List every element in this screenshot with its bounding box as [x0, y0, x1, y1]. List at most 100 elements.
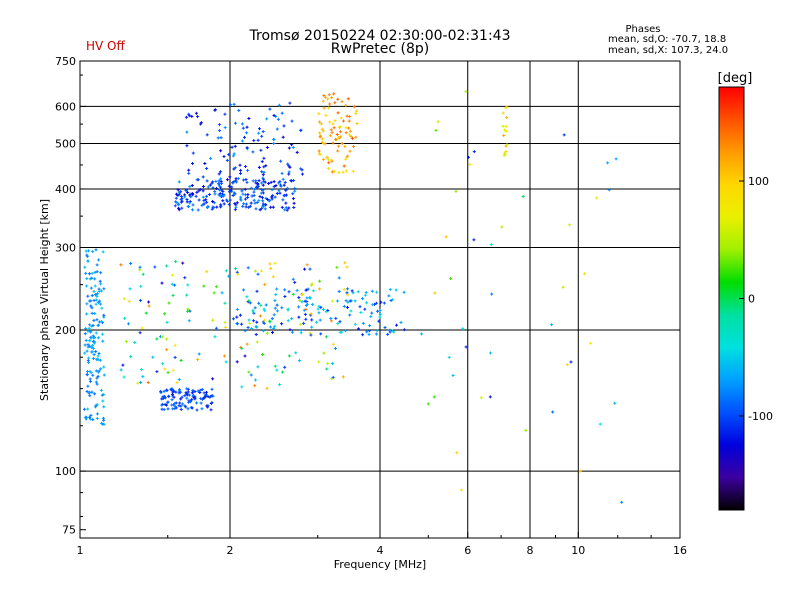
data-point — [583, 272, 587, 276]
data-point — [320, 141, 324, 144]
data-point — [174, 401, 178, 405]
data-point — [343, 329, 347, 333]
data-point — [96, 374, 100, 378]
data-point — [122, 375, 126, 379]
data-point — [334, 316, 338, 320]
data-point — [233, 144, 237, 148]
data-point — [280, 306, 284, 310]
data-point — [166, 407, 170, 411]
data-point — [251, 179, 255, 183]
data-point — [261, 202, 265, 206]
data-point — [83, 265, 87, 269]
data-point — [92, 353, 96, 357]
data-point — [284, 201, 288, 205]
data-point — [227, 184, 231, 188]
data-point — [101, 339, 105, 343]
data-point — [341, 170, 345, 174]
data-point — [378, 308, 382, 312]
data-point — [212, 201, 216, 205]
data-point — [459, 488, 463, 492]
x-axis-label: Frequency [MHz] — [334, 558, 426, 571]
data-point — [162, 389, 166, 393]
hv-status: HV Off — [86, 39, 125, 53]
data-point — [354, 135, 358, 139]
data-point — [320, 127, 324, 131]
data-point — [94, 302, 98, 306]
data-point — [264, 196, 268, 200]
data-point — [449, 277, 453, 281]
data-point — [340, 142, 344, 145]
data-point — [219, 149, 223, 153]
data-point — [244, 165, 247, 168]
data-point — [550, 323, 554, 327]
data-point — [86, 329, 90, 333]
data-point — [174, 406, 178, 410]
data-point — [214, 179, 218, 183]
data-point — [258, 195, 262, 199]
data-point — [185, 387, 189, 391]
data-point — [162, 408, 166, 412]
data-point — [123, 316, 127, 320]
data-point — [306, 287, 310, 291]
data-point — [94, 350, 98, 354]
data-point — [339, 116, 343, 120]
data-point — [189, 400, 193, 404]
data-point — [94, 369, 98, 373]
data-point — [206, 395, 210, 398]
data-point — [169, 388, 173, 392]
data-point — [85, 390, 89, 393]
data-point — [187, 400, 191, 404]
data-point — [177, 404, 181, 408]
data-point — [219, 170, 222, 174]
data-point — [420, 332, 423, 336]
data-point — [272, 137, 275, 141]
data-point — [200, 203, 204, 207]
data-point — [246, 266, 250, 270]
data-point — [254, 333, 258, 336]
data-point — [269, 325, 273, 329]
data-point — [203, 162, 207, 165]
y-tick-label: 300 — [55, 242, 76, 255]
data-point — [184, 405, 188, 409]
data-point — [321, 129, 325, 133]
data-point — [228, 175, 232, 179]
data-point — [88, 377, 92, 381]
data-point — [295, 150, 299, 154]
data-point — [244, 202, 248, 206]
gridlines — [80, 61, 680, 538]
data-point — [209, 408, 213, 412]
data-point — [175, 192, 178, 196]
data-point — [328, 134, 332, 138]
data-point — [236, 272, 240, 276]
data-point — [436, 120, 440, 124]
data-point — [346, 293, 350, 297]
y-tick-label: 400 — [55, 183, 76, 196]
y-axis-ticks: 75 100 200 300 400 500 600 750 — [55, 55, 86, 537]
data-point — [97, 289, 101, 293]
data-point — [239, 346, 243, 349]
data-point — [85, 277, 89, 281]
data-point — [300, 168, 304, 172]
x-tick-label: 4 — [377, 544, 384, 557]
data-point — [196, 208, 200, 212]
data-point — [166, 371, 170, 374]
data-point — [305, 296, 309, 300]
data-point — [332, 342, 335, 346]
data-point — [96, 324, 100, 327]
data-point — [335, 265, 339, 269]
data-point — [181, 261, 185, 265]
data-point — [88, 323, 92, 327]
data-point — [303, 299, 307, 303]
data-point — [90, 311, 94, 315]
data-point — [251, 308, 255, 312]
data-point — [344, 126, 348, 130]
data-point — [504, 106, 508, 110]
data-point — [351, 169, 355, 173]
data-point — [336, 299, 339, 303]
data-point — [88, 339, 92, 342]
data-point — [294, 351, 298, 355]
data-point — [253, 201, 257, 205]
data-point — [283, 295, 287, 298]
data-point — [378, 315, 382, 319]
data-point — [224, 360, 228, 364]
